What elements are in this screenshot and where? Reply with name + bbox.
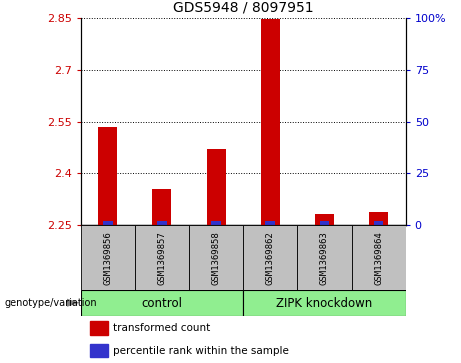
Bar (135, 225, 189, 290)
Bar (81, 290, 243, 316)
Text: GSM1369862: GSM1369862 (266, 231, 275, 285)
Bar (243, 290, 406, 316)
Bar (90, 344, 108, 357)
Bar (243, 225, 297, 290)
Bar (266, 221, 275, 225)
Bar (90, 322, 108, 335)
Bar (103, 221, 112, 225)
Bar (261, 19, 280, 225)
Bar (153, 189, 171, 225)
Text: percentile rank within the sample: percentile rank within the sample (113, 346, 289, 356)
Text: GSM1369864: GSM1369864 (374, 231, 383, 285)
Bar (297, 225, 352, 290)
Text: control: control (142, 297, 183, 310)
Text: genotype/variation: genotype/variation (5, 298, 97, 308)
Title: GDS5948 / 8097951: GDS5948 / 8097951 (173, 0, 313, 14)
Text: GSM1369858: GSM1369858 (212, 231, 221, 285)
Bar (374, 221, 384, 225)
Bar (98, 127, 117, 225)
Bar (189, 225, 243, 290)
Text: ZIPK knockdown: ZIPK knockdown (276, 297, 372, 310)
Bar (207, 149, 225, 225)
Polygon shape (67, 299, 80, 307)
Text: GSM1369856: GSM1369856 (103, 231, 112, 285)
Bar (315, 214, 334, 225)
Text: GSM1369863: GSM1369863 (320, 231, 329, 285)
Bar (369, 212, 388, 225)
Text: GSM1369857: GSM1369857 (157, 231, 166, 285)
Text: transformed count: transformed count (113, 323, 210, 333)
Bar (319, 221, 329, 225)
Bar (352, 225, 406, 290)
Bar (211, 221, 221, 225)
Bar (81, 225, 135, 290)
Bar (157, 221, 167, 225)
